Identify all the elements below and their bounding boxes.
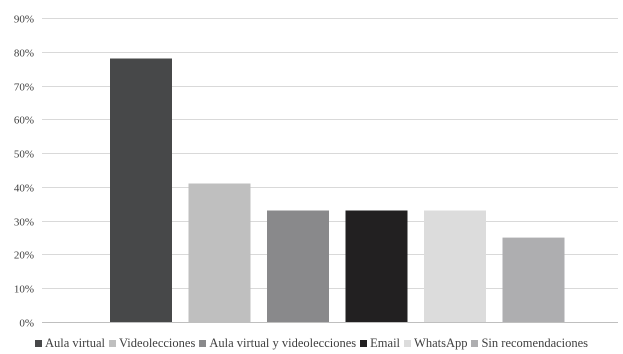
legend: Aula virtual Videolecciones Aula virtual y… bbox=[0, 336, 623, 351]
y-tick-label: 70% bbox=[14, 82, 34, 94]
bar-aula-virtual-y-videolecciones bbox=[267, 210, 329, 322]
legend-label: Sin recomendaciones bbox=[481, 336, 589, 350]
y-tick-label: 50% bbox=[14, 149, 34, 161]
y-tick-label: 10% bbox=[14, 284, 34, 296]
legend-item: Aula virtual bbox=[34, 336, 106, 351]
legend-item: Videolecciones bbox=[109, 336, 195, 351]
legend-swatch bbox=[109, 340, 117, 347]
y-tick-label: 20% bbox=[14, 250, 34, 262]
legend-label: Aula virtual y videolecciones bbox=[209, 336, 357, 350]
legend-item: Email bbox=[360, 336, 400, 351]
legend-label: WhatsApp bbox=[414, 336, 468, 350]
bar-chart: 0% 10% 20% 30% 40% 50% 60% 70% 80% 90% bbox=[14, 14, 618, 330]
bar-sin-recomendaciones bbox=[502, 237, 565, 322]
legend-swatch bbox=[34, 340, 42, 347]
bars bbox=[110, 58, 565, 322]
legend-label: Videolecciones bbox=[119, 336, 196, 350]
legend-swatch bbox=[471, 340, 479, 347]
bar-whatsapp bbox=[424, 210, 486, 322]
legend-item: WhatsApp bbox=[404, 336, 467, 351]
bar-aula-virtual bbox=[110, 58, 172, 322]
bar-email bbox=[345, 210, 408, 322]
y-tick-label: 80% bbox=[14, 48, 34, 60]
legend-label: Email bbox=[370, 336, 401, 350]
legend-swatch bbox=[360, 340, 368, 347]
legend-item: Sin recomendaciones bbox=[471, 336, 588, 351]
legend-swatch bbox=[199, 340, 207, 347]
bar-videolecciones bbox=[188, 183, 251, 322]
y-tick-label: 90% bbox=[14, 14, 34, 26]
y-tick-label: 0% bbox=[19, 318, 34, 330]
legend-item: Aula virtual y videolecciones bbox=[199, 336, 356, 351]
legend-swatch bbox=[404, 340, 412, 347]
y-tick-label: 60% bbox=[14, 115, 34, 127]
y-tick-label: 30% bbox=[14, 217, 34, 229]
legend-label: Aula virtual bbox=[44, 336, 106, 350]
y-axis-tick-labels: 0% 10% 20% 30% 40% 50% 60% 70% 80% 90% bbox=[14, 14, 34, 330]
y-tick-label: 40% bbox=[14, 183, 34, 195]
